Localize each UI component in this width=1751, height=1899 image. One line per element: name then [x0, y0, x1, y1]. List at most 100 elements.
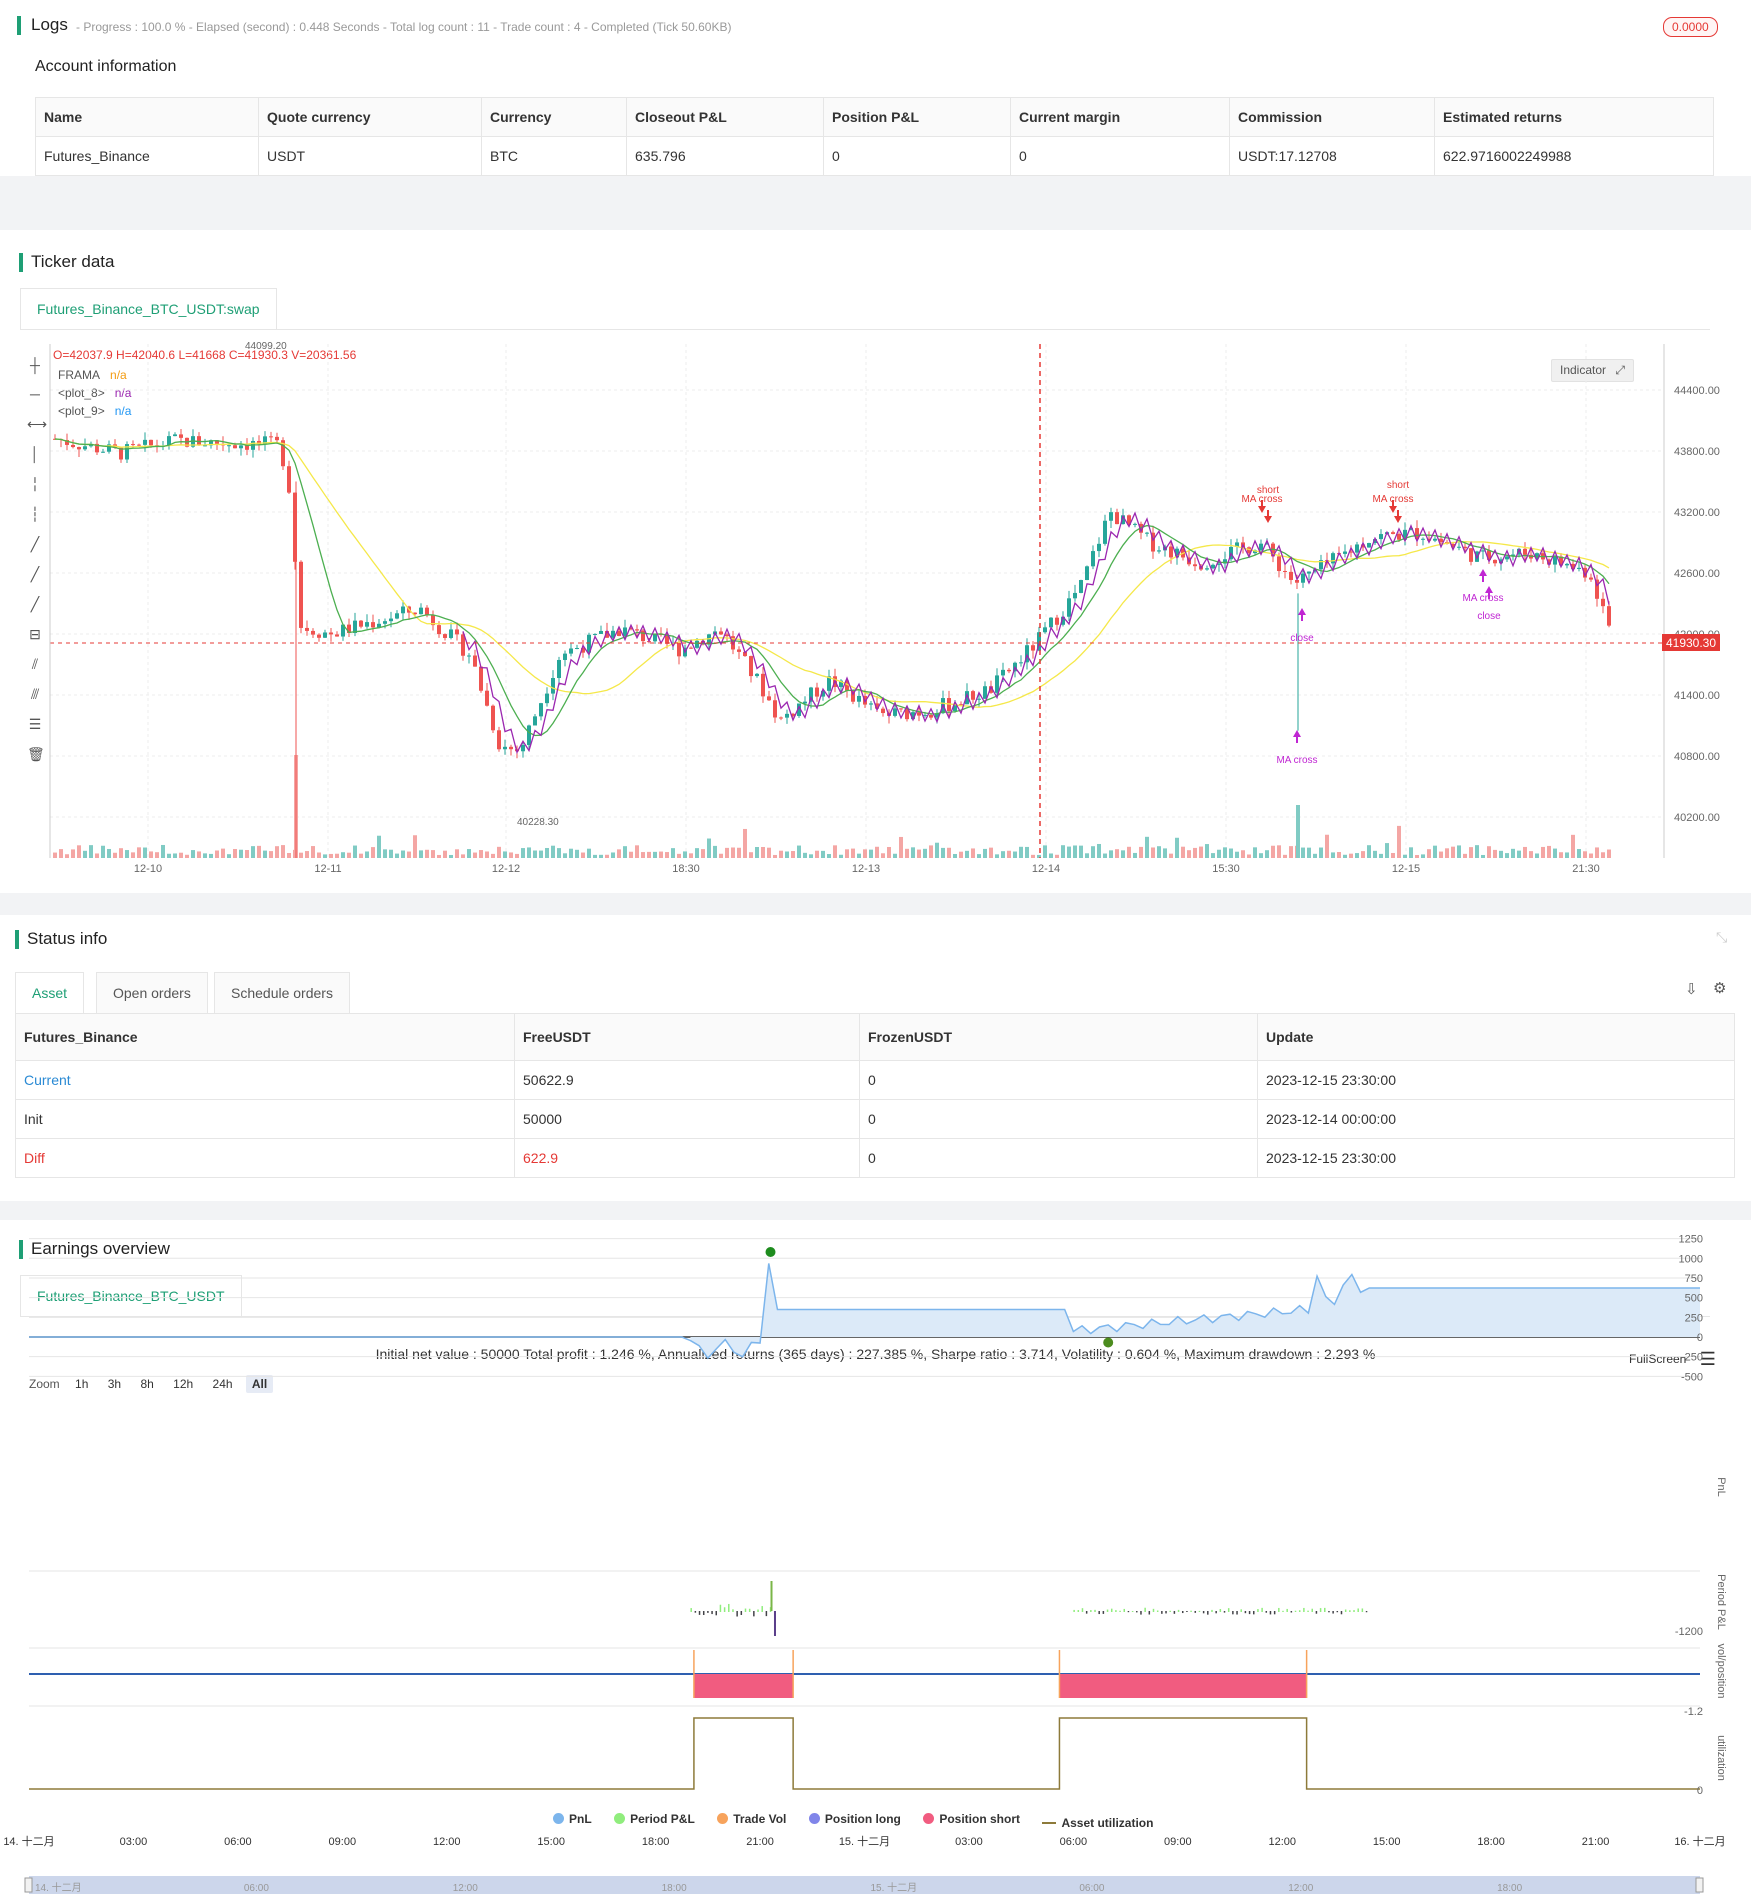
- candle-body: [59, 438, 63, 441]
- candle-body: [767, 696, 771, 701]
- candle-body: [143, 439, 147, 445]
- candle-body: [1313, 569, 1317, 572]
- parallel-line-icon[interactable]: ⫽: [31, 656, 39, 672]
- volume-bar: [1217, 849, 1221, 858]
- volume-bar: [149, 851, 153, 858]
- volume-bar: [755, 847, 759, 858]
- vertical-line-icon[interactable]: │: [30, 446, 40, 462]
- settings-icon[interactable]: ⚙: [1713, 980, 1727, 997]
- candle-body: [947, 698, 951, 711]
- volume-bar: [875, 846, 879, 858]
- volume-bar: [881, 853, 885, 858]
- period-pl-bar: [761, 1606, 763, 1612]
- volume-bar: [1145, 836, 1149, 858]
- tab-ticker-symbol[interactable]: Futures_Binance_BTC_USDT:swap: [20, 288, 277, 329]
- candle-body: [1565, 563, 1569, 566]
- horizontal-line-icon[interactable]: ─: [30, 386, 40, 402]
- candle-body: [1361, 544, 1365, 548]
- volume-bar: [1577, 849, 1581, 858]
- volume-bar: [911, 847, 915, 858]
- horizontal-ray-icon[interactable]: ⟷: [27, 416, 48, 432]
- y-tick-label: 40800.00: [1674, 751, 1720, 763]
- ohlc-readout: O=42037.9 H=42040.6 L=41668 C=41930.3 V=…: [53, 348, 357, 362]
- tab-earnings-symbol[interactable]: Futures_Binance_BTC_USDT: [20, 1275, 242, 1316]
- legend-pnl[interactable]: PnL: [553, 1812, 592, 1826]
- vertical-ray-icon[interactable]: ┆: [30, 506, 40, 522]
- period-pl-bar: [1253, 1611, 1255, 1615]
- volume-bar: [683, 851, 687, 858]
- volume-bar: [294, 755, 298, 858]
- zoom-3h-button[interactable]: 3h: [107, 1377, 122, 1391]
- candle-body: [1283, 571, 1287, 573]
- candle-body: [1511, 554, 1515, 557]
- volume-bar: [155, 852, 159, 858]
- period-pl-bar: [1136, 1611, 1138, 1613]
- zoom-12h-button[interactable]: 12h: [173, 1377, 194, 1391]
- indicator-button[interactable]: Indicator ⤢: [1551, 359, 1634, 382]
- volume-bar: [173, 853, 177, 858]
- table-row: Futures_Binance USDT BTC 635.796 0 0 USD…: [35, 136, 1714, 176]
- candle-body: [1349, 551, 1353, 553]
- trash-icon[interactable]: 🗑: [27, 746, 45, 762]
- candle-body: [1403, 529, 1407, 540]
- volume-bar: [161, 844, 165, 858]
- pnl-tick-label: 250: [1685, 1312, 1703, 1324]
- legend-trade-vol[interactable]: Trade Vol: [717, 1812, 786, 1826]
- vertical-segment-icon[interactable]: ╎: [30, 476, 40, 492]
- channel-icon[interactable]: ⫻: [30, 686, 40, 702]
- volume-bar: [1421, 854, 1425, 858]
- volume-bar: [1349, 853, 1353, 858]
- volume-bar: [971, 848, 975, 858]
- navigator-mask[interactable]: [29, 1876, 1700, 1894]
- frama-line: [462, 511, 1610, 755]
- volume-bar: [749, 852, 753, 858]
- legend-position-long[interactable]: Position long: [808, 1812, 901, 1826]
- volume-bar: [431, 850, 435, 858]
- legend-period-pl[interactable]: Period P&L: [614, 1812, 695, 1826]
- zoom-all-button[interactable]: All: [245, 1375, 274, 1393]
- candle-body: [479, 666, 483, 691]
- tab-asset[interactable]: Asset: [15, 972, 85, 1013]
- period-pl-bar: [1115, 1610, 1117, 1612]
- volume-bar: [677, 853, 681, 858]
- legend-asset-utilization[interactable]: Asset utilization: [1042, 1816, 1153, 1830]
- candle-body: [761, 673, 765, 697]
- col-name: Name: [35, 97, 259, 137]
- segment-icon[interactable]: ╱: [30, 596, 40, 612]
- candle-body: [569, 648, 573, 654]
- navigator-handle-left[interactable]: [24, 1877, 33, 1893]
- candle-body: [1529, 554, 1533, 559]
- tab-schedule-orders[interactable]: Schedule orders: [214, 972, 350, 1013]
- candle-body: [725, 634, 729, 637]
- zoom-8h-button[interactable]: 8h: [140, 1377, 154, 1391]
- time-tick-label: 14. 十二月: [3, 1834, 54, 1848]
- fibonacci-icon[interactable]: ☰: [28, 716, 42, 732]
- price-line-icon[interactable]: ⊟: [29, 626, 41, 642]
- marker-ma-cross-1: MA cross: [1241, 494, 1282, 505]
- volume-bar: [197, 851, 201, 858]
- candle-body: [167, 436, 171, 446]
- candle-body: [869, 703, 873, 705]
- ray-line-icon[interactable]: ╱: [30, 566, 40, 582]
- candle-body: [1097, 543, 1101, 552]
- download-icon[interactable]: ⇩: [1685, 981, 1698, 998]
- navigator-tick-label: 18:00: [662, 1883, 687, 1894]
- navigator-handle-right[interactable]: [1695, 1877, 1704, 1893]
- tab-open-orders[interactable]: Open orders: [96, 972, 208, 1013]
- fullscreen-button[interactable]: FullScreen ☰: [1629, 1349, 1716, 1370]
- zoom-1h-button[interactable]: 1h: [75, 1377, 89, 1391]
- row-init-frozen: 0: [859, 1099, 1258, 1139]
- collapse-icon[interactable]: ⤡: [1716, 929, 1728, 945]
- zoom-24h-button[interactable]: 24h: [212, 1377, 233, 1391]
- crosshair-icon[interactable]: ┼: [30, 357, 40, 373]
- volume-bar: [1079, 845, 1083, 858]
- pnl-area: [690, 1263, 1700, 1359]
- row-current-label[interactable]: Current: [15, 1060, 515, 1100]
- volume-bar: [965, 850, 969, 858]
- volume-bar: [1025, 846, 1029, 858]
- legend-position-short[interactable]: Position short: [923, 1812, 1020, 1826]
- volume-bar: [449, 854, 453, 858]
- trend-line-icon[interactable]: ╱: [30, 536, 40, 552]
- volume-bar: [1296, 805, 1300, 858]
